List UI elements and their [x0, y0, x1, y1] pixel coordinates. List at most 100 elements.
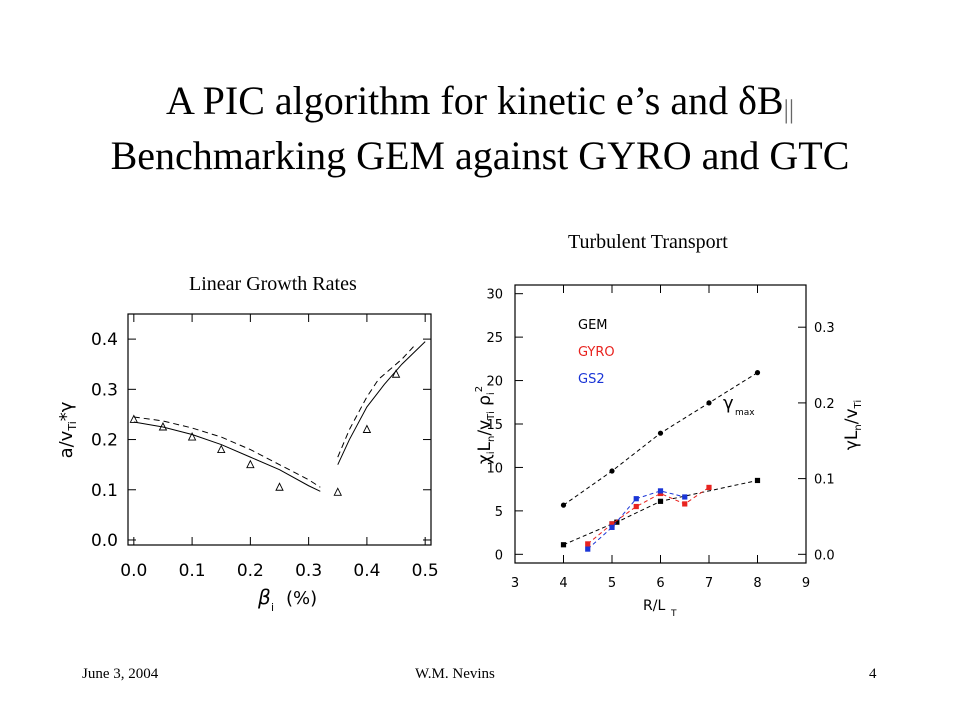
legend-gem: GEM [578, 318, 608, 333]
right-y2-tick-label: 0.0 [814, 548, 835, 563]
left-triangle-point [187, 432, 197, 441]
gamma-max-point [754, 370, 761, 376]
title-subscript: || [783, 95, 795, 124]
right-y-label: χiLn/vTi ρi2 [474, 386, 497, 464]
right-y2-label: γLn/vTi [842, 400, 864, 450]
chart-left-title: Linear Growth Rates [189, 273, 357, 295]
point-gyro [585, 541, 591, 547]
right-y2-tick-label: 0.3 [814, 321, 835, 336]
left-x-tick-label: 0.2 [237, 561, 264, 581]
point-gem [754, 477, 761, 484]
gamma-max-point [560, 502, 567, 508]
left-x-label: β i (%) [257, 585, 317, 614]
left-x-tick-label: 0.4 [353, 561, 380, 581]
point-gyro [657, 490, 664, 497]
gamma-max-point [706, 400, 712, 406]
right-y-tick-label: 5 [495, 505, 503, 520]
point-gs2 [609, 524, 615, 530]
left-x-tick-label: 0.5 [412, 561, 439, 581]
gamma-max-point [609, 468, 615, 474]
right-x-tick-label: 3 [511, 576, 519, 591]
right-y-tick-label: 10 [486, 461, 503, 476]
point-gyro [633, 503, 639, 510]
left-dashed-line [337, 346, 414, 458]
svg-text:i: i [271, 601, 274, 614]
right-y-tick-label: 0 [495, 548, 503, 563]
right-y-tick-label: 20 [486, 375, 503, 390]
svg-text:β: β [257, 585, 271, 609]
left-chart-ticks: 0.0 0.1 0.2 0.3 0.4 0.5 0.0 0.1 0.2 0.3 0.4 [91, 314, 439, 581]
left-y-label: a/vTi*γ [56, 401, 79, 458]
legend-gyro: GYRO [578, 345, 615, 360]
svg-text:a/vTi*γ: a/vTi*γ [56, 401, 79, 458]
point-gs2 [657, 488, 664, 494]
right-x-tick-label: 9 [802, 576, 810, 591]
left-triangle-point [217, 444, 226, 454]
left-y-tick-label: 0.1 [91, 481, 118, 501]
left-y-tick-label: 0.2 [91, 431, 118, 451]
chart-right-title: Turbulent Transport [568, 231, 728, 253]
point-gs2 [585, 546, 591, 552]
svg-text:max: max [735, 408, 755, 418]
right-x-tick-label: 8 [753, 576, 761, 591]
svg-text:γLn/vTi: γLn/vTi [842, 400, 864, 450]
right-x-tick-label: 4 [559, 576, 567, 591]
left-triangle-point [333, 487, 342, 496]
footer-page-number: 4 [869, 666, 877, 682]
svg-text:T: T [670, 609, 677, 619]
right-y2-tick-label: 0.1 [814, 473, 835, 488]
point-gs2 [633, 496, 639, 502]
right-chart-series [560, 370, 761, 552]
left-triangle-point [362, 424, 372, 433]
left-x-tick-label: 0.0 [120, 561, 147, 581]
legend-gs2: GS2 [578, 372, 605, 387]
footer-date: June 3, 2004 [82, 666, 159, 682]
point-gem [560, 542, 567, 548]
title-line-1: A PIC algorithm for kinetic e’s and δB|| [165, 78, 795, 124]
left-y-tick-label: 0.4 [91, 330, 118, 350]
point-gs2 [682, 494, 688, 500]
title-line-2: Benchmarking GEM against GYRO and GTC [110, 133, 850, 178]
point-gyro [682, 501, 688, 507]
right-plot-frame [514, 284, 807, 564]
left-solid-line [337, 341, 426, 465]
right-y-tick-label: 25 [486, 331, 503, 346]
right-y2-tick-label: 0.2 [814, 397, 835, 412]
right-y-tick-label: 15 [486, 418, 503, 433]
gamma-max-point [657, 430, 664, 436]
right-legend: GEM GYRO GS2 [578, 318, 615, 387]
right-chart-ticks: 3 4 5 6 7 8 9 0 5 10 15 20 25 30 0.0 0.1 0.2 0.3 [486, 285, 835, 591]
svg-text:R/L: R/L [643, 598, 665, 614]
annotation-gamma-max: γ max [723, 393, 755, 418]
left-solid-line [133, 421, 321, 492]
left-plot-frame [127, 313, 432, 546]
right-x-tick-label: 6 [656, 576, 664, 591]
left-x-tick-label: 0.3 [295, 561, 322, 581]
right-y-tick-label: 30 [486, 288, 503, 303]
point-gem [614, 519, 620, 525]
footer-author: W.M. Nevins [415, 666, 495, 682]
left-triangle-point [158, 421, 168, 431]
right-x-label: R/L T [643, 598, 677, 619]
svg-text:χiLn/vTi ρi2: χiLn/vTi ρi2 [474, 386, 497, 464]
right-x-tick-label: 7 [705, 576, 713, 591]
right-x-tick-label: 5 [608, 576, 616, 591]
left-y-tick-label: 0.0 [91, 531, 118, 551]
right-chart: 3 4 5 6 7 8 9 0 5 10 15 20 25 30 0.0 0.1 0.2 0.3 GEM GYRO… [474, 284, 864, 619]
point-gyro [706, 484, 712, 491]
svg-text:γ: γ [723, 393, 734, 414]
left-chart: 0.0 0.1 0.2 0.3 0.4 0.5 0.0 0.1 0.2 0.3 0.4 a/vTi*… [56, 313, 439, 614]
left-triangle-point [391, 369, 401, 378]
left-x-tick-label: 0.1 [179, 561, 206, 581]
left-triangle-point [129, 414, 139, 423]
series-line-GYRO [587, 487, 710, 545]
slide-title: A PIC algorithm for kinetic e’s and δB||… [0, 78, 960, 179]
left-chart-series [129, 341, 426, 496]
left-y-tick-label: 0.3 [91, 380, 118, 400]
left-dashed-line [133, 416, 321, 488]
svg-text:(%): (%) [286, 588, 317, 609]
point-gem [657, 498, 664, 504]
left-triangle-point [246, 459, 255, 469]
left-triangle-point [275, 482, 284, 491]
